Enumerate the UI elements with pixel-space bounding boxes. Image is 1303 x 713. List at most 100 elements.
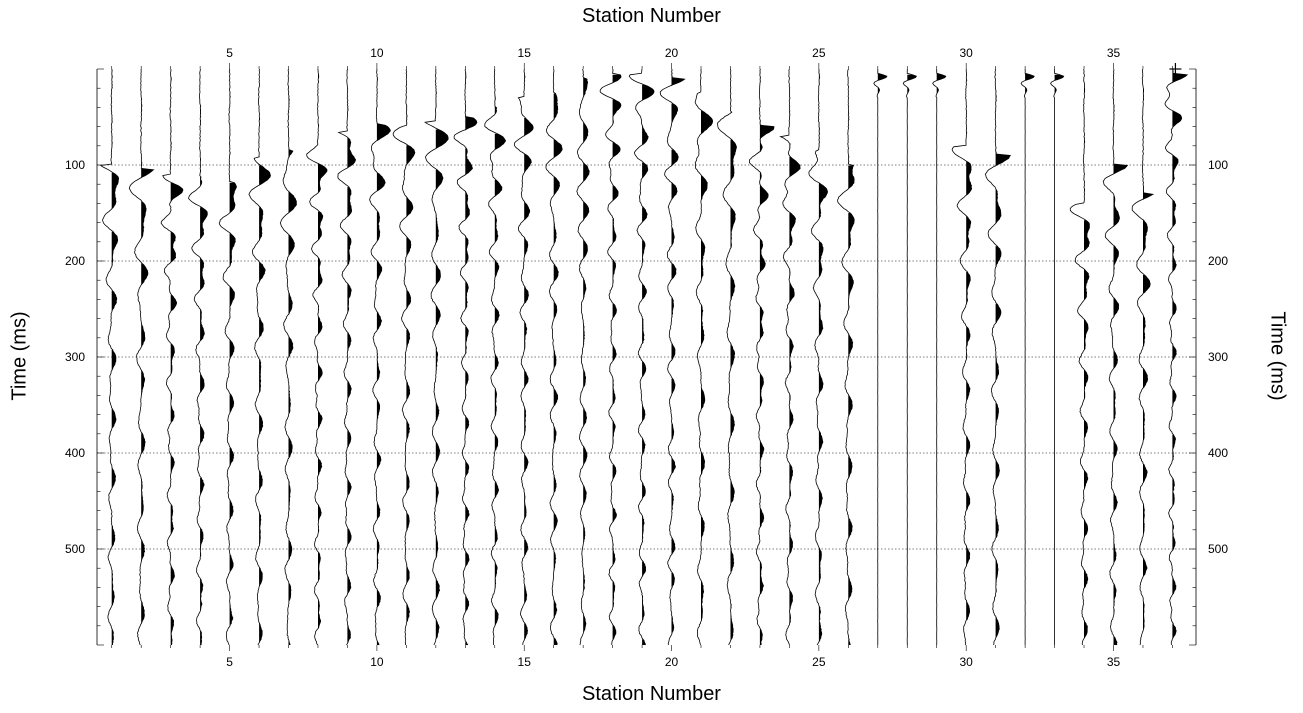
- trace-fill: [1113, 69, 1128, 645]
- trace-station-36: [1131, 68, 1155, 646]
- trace-station-16: [545, 68, 563, 646]
- trace-fill: [701, 69, 713, 622]
- trace-line: [694, 68, 714, 646]
- trace-fill: [259, 69, 271, 644]
- trace-fill: [435, 69, 449, 640]
- trace-station-2: [128, 69, 155, 646]
- trace-line: [716, 68, 737, 646]
- trace-line: [545, 68, 563, 646]
- trace-fill: [907, 69, 917, 645]
- trace-line: [748, 68, 775, 646]
- trace-station-6: [248, 68, 271, 646]
- trace-line: [392, 68, 416, 646]
- y-tick-label-right: 200: [1208, 254, 1228, 268]
- trace-line: [424, 68, 449, 646]
- trace-station-9: [337, 68, 357, 646]
- trace-line: [984, 68, 1011, 646]
- trace-fill: [789, 84, 801, 646]
- trace-fill: [583, 71, 590, 635]
- trace-station-19: [628, 68, 655, 646]
- x-tick-label-bottom: 30: [960, 655, 974, 669]
- trace-station-28: [902, 69, 918, 645]
- trace-line: [659, 69, 686, 646]
- trace-line: [873, 69, 888, 646]
- trace-station-22: [716, 68, 737, 646]
- trace-line: [279, 68, 297, 646]
- trace-line: [599, 68, 622, 645]
- trace-line: [932, 69, 947, 645]
- y-axis-title-right: Time (ms): [1266, 311, 1289, 401]
- trace-fill: [465, 69, 477, 645]
- y-tick-label-left: 200: [65, 254, 85, 268]
- trace-line: [369, 68, 391, 646]
- x-axis-title-top: Station Number: [582, 5, 721, 27]
- x-tick-label-bottom: 15: [518, 655, 532, 669]
- trace-fill: [1172, 69, 1188, 640]
- trace-line: [337, 68, 357, 646]
- trace-line: [1164, 69, 1189, 646]
- trace-fill: [1143, 86, 1153, 633]
- trace-station-35: [1102, 68, 1129, 646]
- x-tick-label-top: 25: [812, 46, 826, 60]
- x-tick-label-bottom: 10: [370, 655, 384, 669]
- tick-layer: 100 100 200 200 300 300 400 400 500 500 5 5 10 10 15 15…: [65, 46, 1228, 669]
- y-tick-label-left: 100: [65, 158, 85, 172]
- trace-station-4: [188, 68, 208, 645]
- trace-fill: [347, 69, 356, 644]
- trace-station-30: [951, 68, 973, 646]
- trace-line: [514, 68, 534, 645]
- trace-line: [484, 68, 507, 646]
- x-tick-label-top: 10: [370, 46, 384, 60]
- trace-fill: [200, 69, 208, 645]
- trace-line: [576, 68, 590, 646]
- trace-station-7: [279, 68, 297, 646]
- x-tick-label-bottom: 25: [812, 655, 826, 669]
- trace-line: [837, 68, 855, 646]
- trace-line: [188, 68, 208, 645]
- trace-fill: [376, 70, 391, 645]
- trace-station-31: [984, 68, 1011, 646]
- trace-fill: [318, 70, 327, 630]
- trace-station-33: [1050, 68, 1065, 645]
- trace-line: [902, 69, 918, 645]
- trace-fill: [1054, 69, 1064, 645]
- trace-station-25: [808, 68, 828, 646]
- trace-fill: [1025, 69, 1035, 643]
- x-tick-label-top: 20: [665, 46, 679, 60]
- y-tick-label-left: 400: [65, 446, 85, 460]
- x-tick-label-top: 5: [226, 46, 233, 60]
- trace-fill: [818, 70, 828, 643]
- trace-station-23: [748, 68, 775, 646]
- y-tick-label-right: 500: [1208, 542, 1228, 556]
- trace-line: [453, 68, 478, 646]
- trace-station-10: [369, 68, 391, 646]
- trace-station-20: [659, 69, 686, 646]
- trace-fill: [524, 69, 534, 641]
- y-tick-label-left: 300: [65, 350, 85, 364]
- x-tick-label-top: 35: [1107, 46, 1121, 60]
- trace-station-1: [99, 68, 120, 646]
- x-tick-label-bottom: 5: [226, 655, 233, 669]
- trace-line: [306, 68, 328, 646]
- y-tick-label-right: 400: [1208, 446, 1228, 460]
- trace-station-14: [484, 68, 507, 646]
- trace-fill: [553, 69, 563, 645]
- y-tick-label-left: 500: [65, 542, 85, 556]
- trace-line: [628, 68, 655, 646]
- trace-station-18: [599, 68, 622, 645]
- trace-station-12: [424, 68, 449, 646]
- trace-station-29: [932, 69, 947, 645]
- trace-line: [779, 68, 801, 646]
- trace-fill: [612, 69, 621, 641]
- trace-station-24: [779, 68, 801, 646]
- trace-line: [1131, 68, 1155, 646]
- trace-station-17: [576, 68, 590, 646]
- trace-line: [808, 68, 828, 646]
- trace-station-27: [873, 69, 888, 646]
- trace-line: [1102, 68, 1129, 646]
- y-axis-title-left: Time (ms): [8, 311, 31, 401]
- trace-station-5: [218, 68, 237, 646]
- trace-line: [99, 68, 120, 646]
- x-tick-label-bottom: 20: [665, 655, 679, 669]
